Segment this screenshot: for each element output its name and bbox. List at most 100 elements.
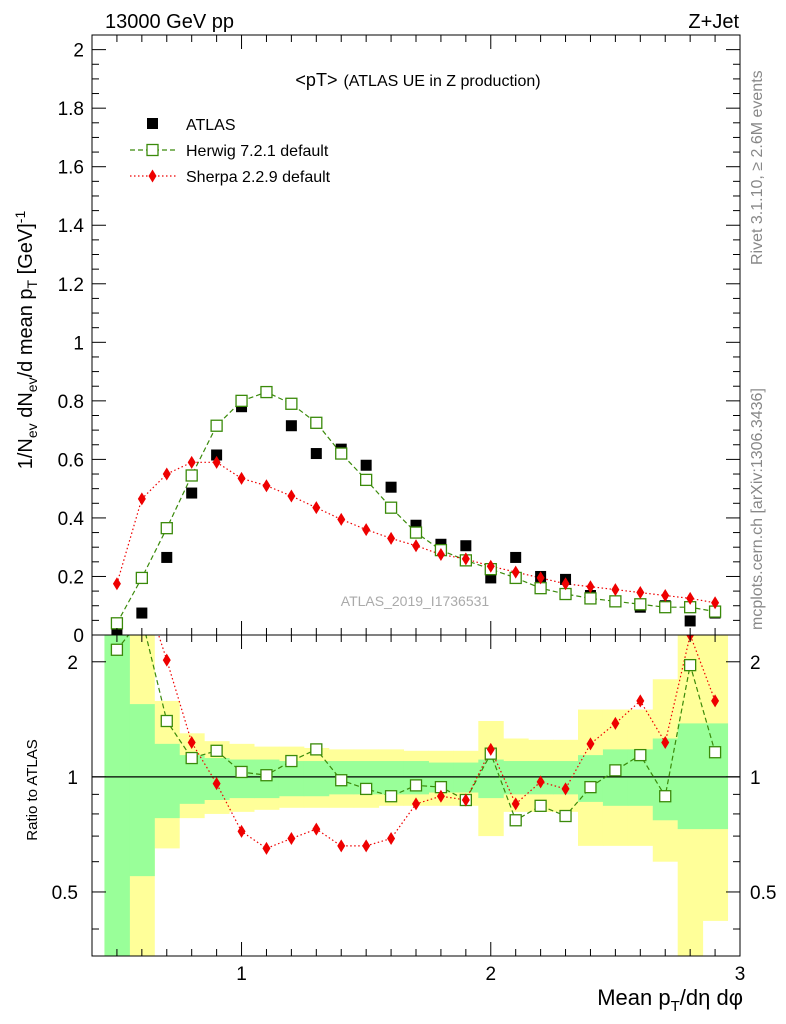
ratio-plot-area: [92, 635, 740, 956]
ratio-xtick-label: 3: [735, 964, 746, 985]
ratio-sherpa-point-2: [162, 653, 171, 667]
stat-band-bin-0: [104, 635, 130, 956]
main-sherpa-point-19: [586, 580, 595, 594]
main-atlas-point-14: [460, 540, 472, 552]
ratio-sherpa-point-21: [636, 694, 645, 708]
x-label-part-c: /dη dφ: [680, 985, 743, 1010]
main-herwig-point-22: [659, 601, 672, 614]
main-sherpa-point-20: [611, 583, 620, 597]
stat-band-bin-1: [129, 704, 155, 877]
main-sherpa-point-10: [362, 523, 371, 537]
legend-label-atlas: ATLAS: [186, 117, 236, 134]
main-y-label: 1/Nev dNev/d mean pT [GeV]-1: [12, 211, 40, 470]
ratio-herwig-point-24: [708, 746, 722, 759]
ratio-ytick-label-left: 2: [67, 653, 78, 674]
ratio-sherpa-point-14: [461, 793, 470, 807]
y-label-part-a: 1/N: [15, 438, 37, 469]
ratio-herwig-point-16: [509, 814, 522, 827]
mcplots-label: mcplots.cern.ch [arXiv:1306.3436]: [749, 388, 766, 630]
main-sherpa-point-7: [287, 489, 296, 503]
main-herwig-point-21: [634, 598, 647, 611]
legend-item-sherpa: Sherpa 2.2.9 default: [130, 169, 331, 186]
main-ytick-label: 0.4: [58, 509, 85, 530]
ratio-herwig-point-3: [185, 751, 198, 765]
chart-title: <pT> (ATLAS UE in Z production): [295, 70, 540, 90]
main-atlas-point-2: [161, 551, 173, 563]
ratio-sherpa-point-16: [511, 797, 520, 811]
main-sherpa-point-1: [137, 492, 146, 506]
main-atlas-point-16: [510, 551, 522, 563]
ratio-sherpa-point-11: [387, 831, 396, 845]
ratio-herwig-point-9: [335, 774, 348, 787]
ratio-herwig-point-4: [210, 744, 223, 757]
ratio-herwig-point-17: [534, 799, 547, 812]
main-sherpa-point-14: [461, 552, 470, 566]
main-ytick-label: 1.6: [58, 158, 84, 179]
main-sherpa-point-0: [112, 577, 121, 591]
y-label-sup: -1: [12, 211, 28, 224]
main-ytick-label: 1.4: [58, 216, 85, 237]
main-atlas-point-7: [285, 420, 297, 432]
ratio-series-group: [92, 635, 740, 956]
main-ytick-label: 1.8: [58, 99, 84, 120]
main-sherpa-point-17: [536, 571, 545, 585]
legend-label-sherpa: Sherpa 2.2.9 default: [186, 169, 331, 186]
chart-subtitle: (ATLAS UE in Z production): [343, 73, 540, 90]
main-herwig-point-1: [135, 571, 148, 585]
ratio-axes: 0.5 0.5 1 1 2 2 1 2 3: [52, 635, 776, 985]
main-atlas-point-8: [310, 448, 322, 460]
main-atlas-point-1: [136, 607, 148, 619]
stat-band-bin-15: [478, 759, 504, 799]
ratio-herwig-point-0: [110, 643, 124, 656]
main-herwig-point-12: [409, 526, 423, 539]
main-atlas-point-12: [410, 519, 422, 531]
x-axis-label: Mean pT/dη dφ: [597, 985, 743, 1015]
ratio-sherpa-point-24: [711, 694, 720, 708]
y-label-part-c: dN: [15, 392, 37, 423]
main-herwig-point-2: [160, 522, 173, 535]
main-herwig-point-4: [210, 419, 223, 432]
main-herwig-point-9: [335, 447, 348, 460]
main-ytick-label: 2: [73, 41, 84, 62]
ratio-herwig-point-7: [285, 754, 298, 768]
y-label-sub-ev: ev: [24, 423, 40, 438]
main-herwig-point-11: [384, 501, 398, 514]
ratio-sherpa-point-13: [436, 789, 445, 803]
main-sherpa-point-16: [511, 565, 520, 579]
main-atlas-point-23: [684, 615, 696, 627]
process-label: Z+Jet: [688, 11, 739, 33]
main-herwig-point-20: [609, 595, 622, 608]
watermark: ATLAS_2019_I1736531: [341, 593, 490, 609]
ratio-herwig-point-12: [409, 779, 423, 792]
stat-band-bin-8: [303, 761, 330, 797]
y-label-part-g: [GeV]: [15, 223, 37, 280]
ratio-ytick-label-left: 0.5: [52, 883, 78, 904]
main-ytick-label: 0: [73, 626, 84, 647]
stat-band-bin-14: [453, 762, 479, 793]
main-y-axis: 0 0.2 0.4 0.6 0.8 1 1.2 1.4 1.6 1.8 2: [58, 35, 741, 647]
main-sherpa-point-4: [212, 455, 221, 469]
y-label-sub-t: T: [24, 279, 40, 288]
ratio-xtick-label: 1: [236, 964, 247, 985]
rivet-label: Rivet 3.1.10, ≥ 2.6M events: [749, 70, 766, 265]
main-sherpa-point-11: [387, 531, 396, 545]
legend-marker-atlas: [147, 118, 158, 129]
main-sherpa-point-24: [711, 596, 720, 610]
main-sherpa-point-22: [661, 588, 670, 602]
ratio-sherpa-point-17: [536, 775, 545, 789]
legend-item-atlas: ATLAS: [147, 117, 236, 134]
main-series-group: [110, 385, 722, 635]
ratio-sherpa-point-4: [212, 777, 221, 791]
energy-label: 13000 GeV pp: [105, 11, 234, 33]
ratio-herwig-point-10: [360, 782, 373, 796]
ratio-sherpa-point-3: [187, 735, 196, 749]
stat-band-bin-16: [503, 761, 529, 795]
main-sherpa-point-2: [162, 467, 171, 481]
ratio-herwig-point-6: [260, 769, 273, 782]
main-sherpa-point-6: [262, 479, 271, 493]
chart-title-main: <pT>: [295, 70, 337, 90]
ratio-herwig-point-18: [559, 809, 572, 823]
ratio-y-label: Ratio to ATLAS: [24, 739, 41, 840]
stat-band-bin-11: [378, 761, 405, 795]
stat-band-bin-2: [154, 743, 180, 819]
